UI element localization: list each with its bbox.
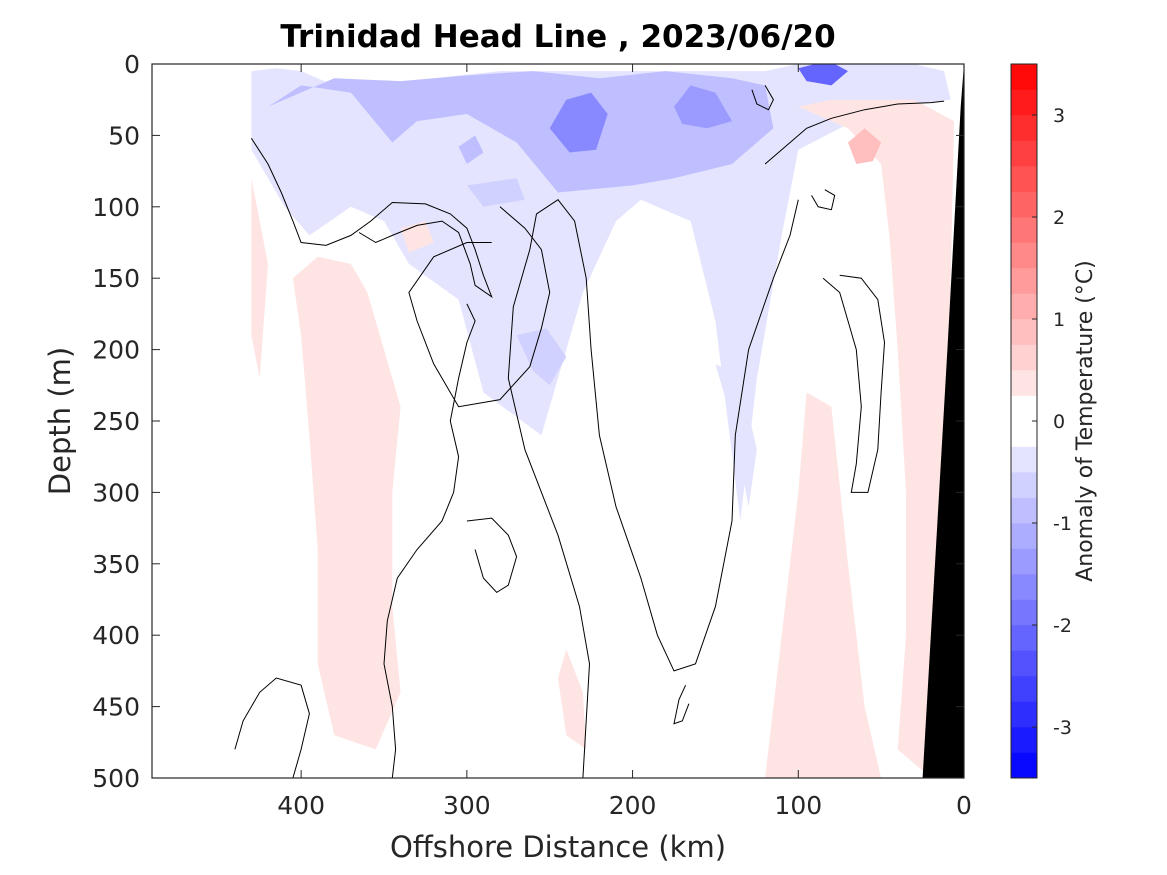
colorbar-segment bbox=[1011, 599, 1037, 626]
y-tick-label: 300 bbox=[92, 478, 140, 507]
colorbar-segment bbox=[1011, 242, 1037, 269]
y-tick-label: 50 bbox=[108, 121, 140, 150]
colorbar-segment bbox=[1011, 701, 1037, 728]
zero-contour-line bbox=[383, 303, 476, 778]
bottom-topography-layer bbox=[922, 64, 964, 778]
y-tick-label: 150 bbox=[92, 264, 140, 293]
zero-contour-line bbox=[408, 206, 551, 408]
warm-anomaly-region bbox=[558, 649, 587, 750]
zero-contour-line bbox=[811, 189, 836, 211]
colorbar-segment bbox=[1011, 115, 1037, 141]
colorbar-segment bbox=[1011, 523, 1037, 549]
colorbar-segment bbox=[1011, 548, 1037, 575]
cold-anomaly-region bbox=[549, 92, 608, 153]
zero-contour-line bbox=[673, 684, 690, 725]
x-axis-label: Offshore Distance (km) bbox=[390, 830, 726, 864]
colorbar-segment bbox=[1011, 166, 1037, 192]
x-tick-label: 200 bbox=[609, 791, 657, 820]
warm-anomaly-region bbox=[798, 99, 955, 778]
colorbar-tick-label: 2 bbox=[1053, 207, 1065, 229]
colorbar-segment bbox=[1011, 472, 1037, 498]
y-tick-label: 350 bbox=[92, 550, 140, 579]
cold-anomaly-region bbox=[466, 178, 525, 207]
cold-anomaly-region bbox=[458, 135, 484, 164]
zero-contour-line bbox=[822, 274, 886, 493]
shelf-bathymetry bbox=[922, 64, 964, 778]
y-tick-label: 450 bbox=[92, 693, 140, 722]
cold-anomaly-region bbox=[516, 328, 567, 386]
x-tick-label: 300 bbox=[443, 791, 491, 820]
colorbar-segment bbox=[1011, 370, 1037, 396]
y-tick-label: 400 bbox=[92, 621, 140, 650]
zero-contour-layer bbox=[234, 85, 945, 778]
x-tick-label: 400 bbox=[277, 791, 325, 820]
colorbar-segment bbox=[1011, 421, 1037, 447]
colorbar-segment bbox=[1011, 625, 1037, 651]
colorbar-segment bbox=[1011, 497, 1037, 524]
colorbar-tick-label: 1 bbox=[1053, 309, 1065, 331]
zero-contour-line bbox=[466, 517, 518, 594]
warm-anomaly-region bbox=[292, 256, 401, 750]
zero-contour-line bbox=[250, 138, 493, 299]
warm-anomaly-region bbox=[251, 178, 268, 379]
colorbar-segment bbox=[1011, 268, 1037, 294]
colorbar-segment bbox=[1011, 64, 1037, 90]
colorbar: -3 -2 -1 0 1 2 3 bbox=[1010, 63, 1072, 779]
colorbar-segment bbox=[1011, 446, 1037, 473]
cold-anomaly-region bbox=[674, 85, 732, 129]
colorbar-segment bbox=[1011, 217, 1037, 243]
y-axis-ticks: 0 50 100 150 200 250 300 350 400 450 500 bbox=[92, 50, 964, 793]
y-axis-label: Depth (m) bbox=[43, 347, 77, 495]
chart-title: Trinidad Head Line , 2023/06/20 bbox=[280, 19, 835, 55]
warm-anomaly-region bbox=[765, 392, 882, 778]
colorbar-segment bbox=[1011, 344, 1037, 371]
y-tick-label: 500 bbox=[92, 764, 140, 793]
cold-anomaly-region bbox=[268, 71, 774, 193]
cold-anomaly-region bbox=[798, 64, 848, 86]
zero-contour-line bbox=[507, 199, 799, 778]
y-tick-label: 250 bbox=[92, 407, 140, 436]
colorbar-segment bbox=[1011, 89, 1037, 116]
zero-contour-line bbox=[764, 100, 945, 165]
cold-anomaly-region bbox=[715, 363, 757, 507]
colorbar-segment bbox=[1011, 319, 1037, 345]
colorbar-segment bbox=[1011, 650, 1037, 677]
anomaly-fill-layer bbox=[251, 64, 955, 778]
x-axis-ticks: 400 300 200 100 0 bbox=[277, 64, 972, 820]
colorbar-tick-label: 0 bbox=[1053, 411, 1065, 433]
colorbar-tick-label: -3 bbox=[1053, 717, 1072, 739]
colorbar-segment bbox=[1011, 676, 1037, 702]
x-tick-label: 0 bbox=[956, 791, 972, 820]
zero-contour-line bbox=[234, 677, 310, 778]
y-tick-label: 200 bbox=[92, 336, 140, 365]
y-tick-label: 100 bbox=[92, 193, 140, 222]
colorbar-tick-label: 3 bbox=[1053, 105, 1065, 127]
colorbar-segment bbox=[1011, 727, 1037, 753]
colorbar-label: Anomaly of Temperature (°C) bbox=[1073, 260, 1098, 582]
colorbar-segment bbox=[1011, 395, 1037, 422]
colorbar-segment bbox=[1011, 293, 1037, 320]
cold-anomaly-region bbox=[251, 64, 951, 521]
y-tick-label: 0 bbox=[124, 50, 140, 79]
colorbar-segment bbox=[1011, 574, 1037, 600]
x-tick-label: 100 bbox=[774, 791, 822, 820]
zero-contour-line bbox=[751, 85, 774, 111]
colorbar-segment bbox=[1011, 752, 1037, 779]
warm-anomaly-region bbox=[848, 128, 882, 164]
colorbar-segment bbox=[1011, 191, 1037, 218]
colorbar-tick-label: -2 bbox=[1053, 615, 1072, 637]
colorbar-segment bbox=[1011, 140, 1037, 167]
colorbar-tick-label: -1 bbox=[1053, 513, 1072, 535]
